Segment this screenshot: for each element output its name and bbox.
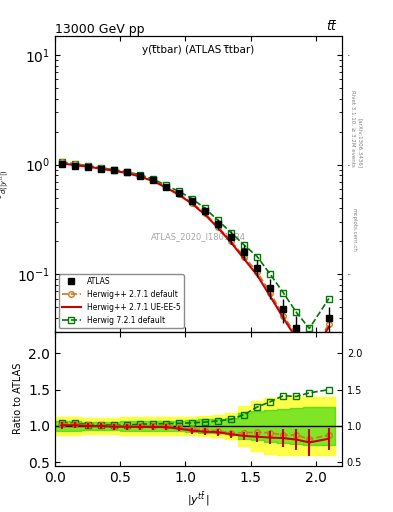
Text: y(t̅tbar) (ATLAS t̅tbar): y(t̅tbar) (ATLAS t̅tbar) [142,45,255,55]
Text: 13000 GeV pp: 13000 GeV pp [55,23,152,36]
Legend: ATLAS, Herwig++ 2.7.1 default, Herwig++ 2.7.1 UE-EE-5, Herwig 7.2.1 default: ATLAS, Herwig++ 2.7.1 default, Herwig++ … [59,274,184,328]
Text: [arXiv:1306.3436]: [arXiv:1306.3436] [358,118,363,168]
Text: Rivet 3.1.10, ≥ 3.2M events: Rivet 3.1.10, ≥ 3.2M events [350,90,355,166]
Text: mcplots.cern.ch: mcplots.cern.ch [352,208,357,252]
Text: tt̅: tt̅ [327,20,336,33]
Y-axis label: Ratio to ATLAS: Ratio to ATLAS [13,363,23,434]
X-axis label: $|y^{t\bar{t}\,}|$: $|y^{t\bar{t}\,}|$ [187,490,210,508]
Y-axis label: $\frac{1}{\sigma}\frac{d\sigma}{d(|y^{t\bar{t}}|)}$: $\frac{1}{\sigma}\frac{d\sigma}{d(|y^{t\… [0,168,11,199]
Text: ATLAS_2020_I1801434: ATLAS_2020_I1801434 [151,232,246,241]
